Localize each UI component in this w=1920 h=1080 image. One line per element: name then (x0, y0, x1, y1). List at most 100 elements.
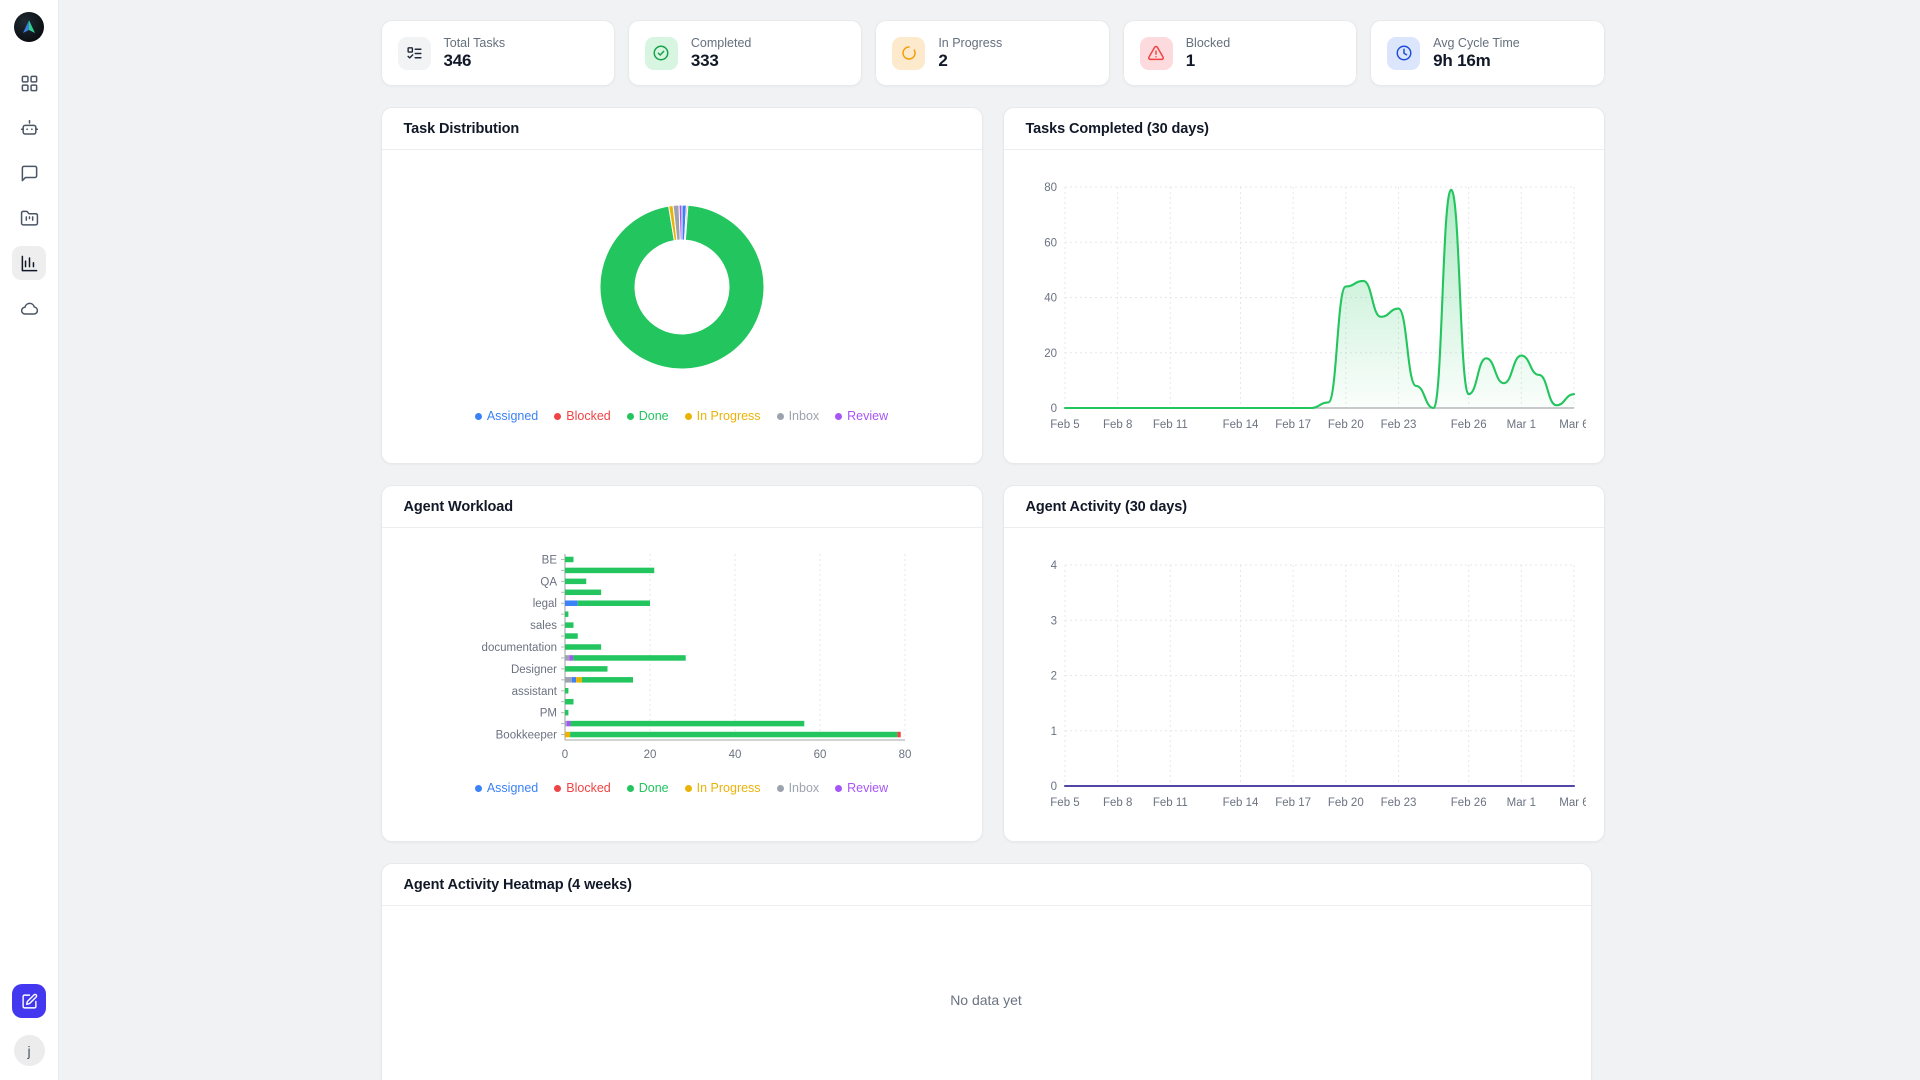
legend-label: Done (638, 781, 669, 795)
legend-item-in-progress[interactable]: In Progress (684, 409, 761, 423)
card-agent-workload: Agent Workload 0 20 40 60 80 BE QA legal sales do… (380, 485, 983, 842)
legend-label: Review (847, 409, 889, 423)
bar-segment[interactable] (564, 556, 574, 562)
stats-row: Total Tasks 346 Completed 333 (380, 20, 1605, 86)
card-task-distribution: Task Distribution Assigned Blocked Done In … (380, 107, 983, 464)
y-tick-label: 3 (1051, 615, 1057, 627)
bar-segment[interactable] (564, 567, 654, 573)
clock-icon (1396, 45, 1412, 61)
bar-segment[interactable] (575, 676, 582, 683)
legend-label: Assigned (486, 781, 539, 795)
area-chart[interactable]: 0 20 40 60 80 Feb 5 Feb 8 Feb 11 Feb 14 Feb 17 Feb… (1020, 164, 1588, 447)
legend-color-dot (554, 784, 562, 792)
y-tick-label: 4 (1051, 560, 1058, 572)
legend-item-in-progress[interactable]: In Progress (684, 781, 761, 795)
x-tick-label: Feb 8 (1103, 419, 1132, 431)
user-avatar[interactable]: j (13, 1035, 45, 1066)
check-circle-icon (653, 45, 669, 61)
donut-slice-review[interactable] (678, 203, 682, 241)
legend-label: Blocked (566, 409, 611, 423)
donut-slice-done[interactable] (599, 204, 764, 369)
donut-chart-svg (599, 203, 764, 369)
bar-chart-icon (21, 255, 37, 271)
bar-segment[interactable] (570, 720, 804, 726)
bar-segment[interactable] (564, 720, 567, 726)
bot-icon (20, 119, 38, 135)
legend-label: Assigned (486, 409, 539, 423)
bar-segment[interactable] (564, 676, 572, 683)
cloud-icon (20, 302, 38, 315)
bar-segment[interactable] (571, 676, 576, 683)
legend-item-blocked[interactable]: Blocked (554, 781, 611, 795)
sidebar-item-projects[interactable] (12, 201, 46, 235)
x-tick-label: 20 (643, 749, 656, 761)
legend-item-assigned[interactable]: Assigned (474, 409, 539, 423)
bar-segment[interactable] (564, 687, 568, 694)
avatar-initial: j (27, 1042, 31, 1059)
stat-card-in-progress: In Progress 2 (875, 20, 1110, 86)
bar-segment[interactable] (564, 610, 568, 617)
bar-segment[interactable] (564, 709, 568, 715)
x-tick-label: Feb 26 (1451, 797, 1487, 809)
bar-segment[interactable] (564, 731, 570, 737)
heatmap-empty-state: No data yet (398, 920, 1575, 1080)
bar-segment[interactable] (564, 665, 608, 672)
bar-segment[interactable] (569, 731, 897, 737)
loader-icon (902, 46, 916, 60)
y-tick-label: 80 (1044, 182, 1057, 194)
bar-segment[interactable] (564, 654, 569, 661)
layout-grid-icon (21, 75, 37, 91)
y-tick-label: documentation (481, 642, 556, 654)
bar-segment[interactable] (572, 654, 686, 661)
legend-item-review[interactable]: Review (835, 409, 888, 423)
bar-segment[interactable] (564, 599, 578, 606)
x-tick-label: Feb 11 (1153, 797, 1188, 809)
y-tick-label: 40 (1044, 293, 1057, 305)
folder-kanban-icon (20, 210, 38, 226)
sidebar-item-analytics[interactable] (12, 246, 46, 280)
loader-icon-wrap (892, 36, 926, 70)
workload-bar-chart[interactable]: 0 20 40 60 80 BE QA legal sales documentation Desi… (398, 542, 966, 767)
bar-segment[interactable] (566, 720, 571, 726)
legend-item-done[interactable]: Done (626, 781, 669, 795)
card-header: Tasks Completed (30 days) (1003, 108, 1604, 150)
x-tick-label: Feb 11 (1153, 419, 1188, 431)
x-tick-label: Feb 8 (1103, 797, 1132, 809)
bar-segment[interactable] (564, 578, 586, 584)
bar-segment[interactable] (564, 698, 574, 704)
x-tick-label: 60 (813, 749, 826, 761)
bar-segment[interactable] (564, 621, 574, 628)
stat-label: Total Tasks (443, 35, 506, 50)
activity-line-chart[interactable]: 0 1 2 3 4 Feb 5 Feb 8 Feb 11 Feb 14 Feb 17 Feb 20 F… (1020, 542, 1588, 825)
bar-segment[interactable] (568, 654, 573, 661)
legend-item-inbox[interactable]: Inbox (776, 781, 819, 795)
legend-item-blocked[interactable]: Blocked (554, 409, 611, 423)
sidebar-item-agents[interactable] (12, 111, 46, 145)
bar-segment[interactable] (564, 589, 601, 595)
legend-color-dot (776, 412, 784, 420)
charts-row-2: Agent Workload 0 20 40 60 80 BE QA legal sales do… (380, 485, 1605, 842)
legend-item-done[interactable]: Done (626, 409, 669, 423)
sidebar-item-chat[interactable] (12, 156, 46, 190)
y-tick-label: 1 (1051, 726, 1057, 738)
legend-color-dot (684, 784, 692, 792)
compose-button[interactable] (12, 984, 46, 1018)
bar-segment[interactable] (896, 731, 901, 737)
x-tick-label: Feb 26 (1451, 419, 1487, 431)
bar-segment[interactable] (581, 676, 633, 683)
bar-segment[interactable] (564, 643, 601, 650)
sidebar-item-cloud[interactable] (12, 291, 46, 325)
app-logo[interactable] (14, 12, 44, 42)
bar-segment[interactable] (564, 632, 578, 639)
sidebar-footer: j (12, 984, 46, 1066)
legend-item-review[interactable]: Review (835, 781, 888, 795)
donut-chart[interactable] (398, 164, 966, 409)
sidebar-item-dashboard[interactable] (12, 66, 46, 100)
x-tick-label: Mar 6 (1559, 419, 1586, 431)
x-tick-label: Feb 17 (1275, 797, 1311, 809)
legend-item-inbox[interactable]: Inbox (776, 409, 819, 423)
legend-item-assigned[interactable]: Assigned (474, 781, 539, 795)
sidebar-nav (12, 66, 46, 325)
card-title: Agent Activity (30 days) (1025, 498, 1188, 515)
bar-segment[interactable] (577, 599, 650, 606)
